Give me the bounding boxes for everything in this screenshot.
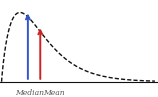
Text: Mean: Mean [43, 89, 65, 97]
Text: Median: Median [15, 89, 45, 97]
